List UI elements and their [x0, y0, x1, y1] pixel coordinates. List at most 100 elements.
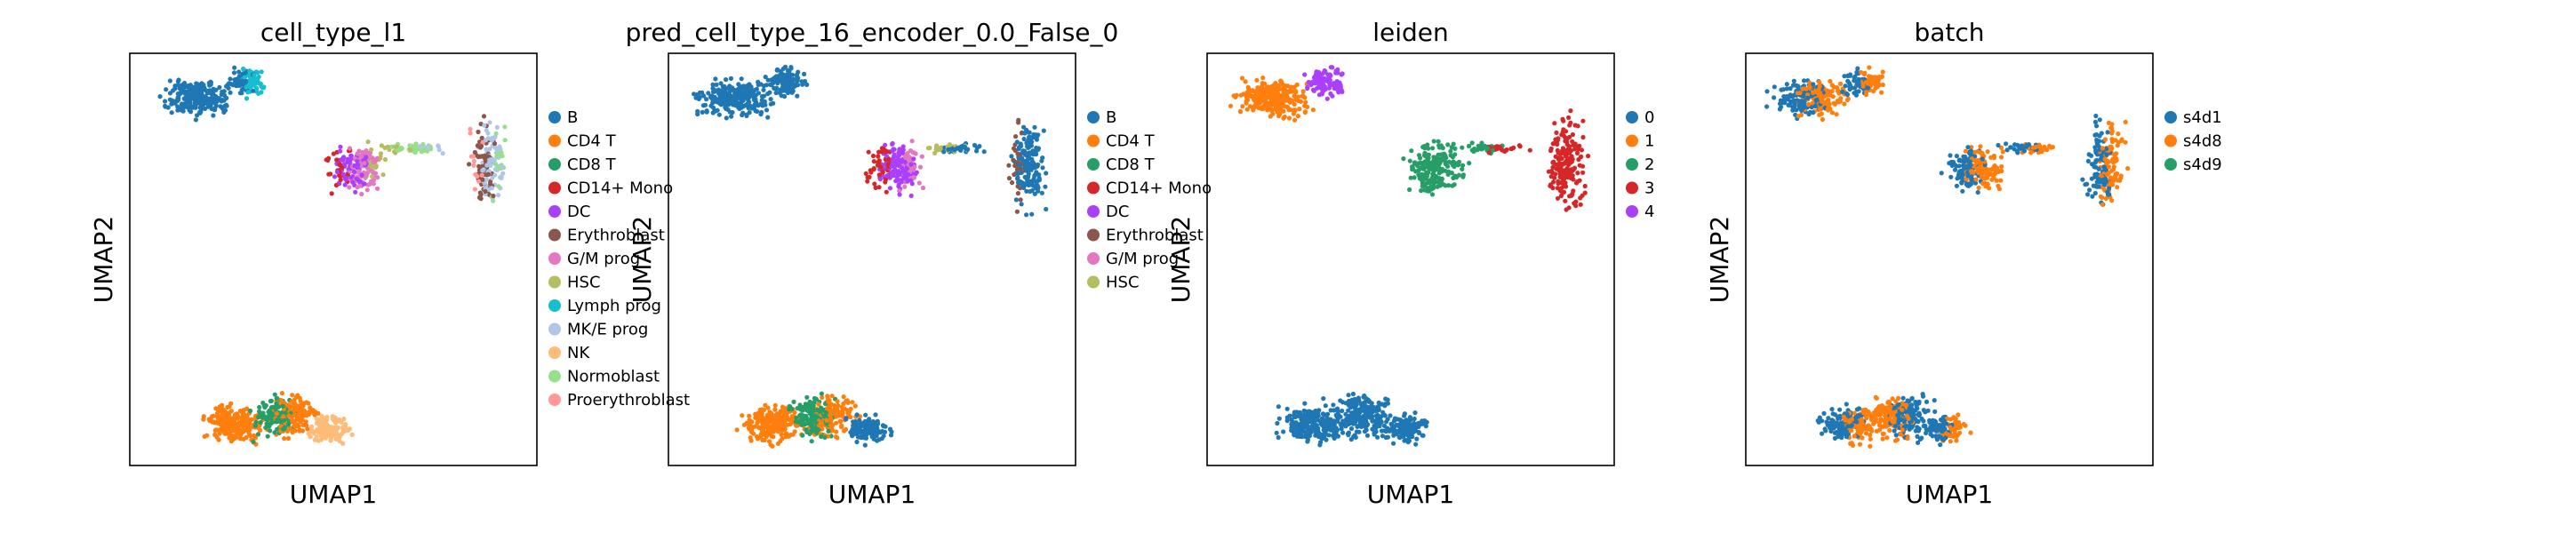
- scatter-point: [777, 90, 782, 95]
- scatter-point: [1284, 418, 1290, 424]
- scatter-point: [873, 427, 878, 433]
- scatter-point: [1418, 176, 1423, 181]
- scatter-point: [1786, 102, 1791, 107]
- scatter-point: [236, 69, 242, 75]
- scatter-point: [345, 427, 351, 434]
- scatter-point: [265, 434, 270, 439]
- scatter-point: [1975, 189, 1980, 195]
- scatter-point: [476, 163, 482, 169]
- chart-title: batch: [1914, 18, 1984, 47]
- scatter-point: [1361, 408, 1366, 413]
- scatter-point: [325, 157, 331, 163]
- scatter-point: [1469, 140, 1475, 146]
- scatter-point: [1300, 93, 1306, 99]
- scatter-point: [496, 184, 501, 189]
- scatter-point: [1410, 426, 1415, 432]
- scatter-point: [1565, 147, 1571, 152]
- scatter-point: [2004, 141, 2009, 147]
- scatter-point: [854, 412, 860, 418]
- scatter-point: [1356, 395, 1361, 401]
- scatter-point: [1572, 147, 1578, 152]
- scatter-point: [1239, 76, 1245, 81]
- scatter-point: [417, 144, 423, 149]
- scatter-point: [1301, 434, 1307, 439]
- scatter-point: [862, 424, 868, 429]
- scatter-point: [868, 431, 874, 436]
- scatter-point: [764, 83, 769, 88]
- scatter-point: [1404, 430, 1409, 436]
- scatter-point: [732, 96, 738, 101]
- scatter-point: [716, 91, 722, 96]
- scatter-point: [350, 179, 356, 185]
- scatter-point: [1878, 75, 1884, 80]
- scatter-point: [1401, 156, 1406, 162]
- scatter-point: [793, 423, 799, 428]
- scatter-point: [1880, 82, 1885, 88]
- scatter-point: [365, 139, 371, 145]
- scatter-point: [1782, 99, 1788, 105]
- scatter-point: [251, 88, 256, 93]
- scatter-point: [164, 87, 169, 92]
- scatter-point: [1040, 155, 1045, 161]
- scatter-point: [908, 162, 914, 167]
- scatter-point: [2000, 149, 2005, 155]
- scatter-point: [908, 148, 914, 154]
- legend-marker: [1087, 228, 1100, 242]
- scatter-point: [157, 94, 163, 99]
- scatter-point: [741, 422, 748, 427]
- scatter-point: [348, 160, 353, 165]
- legend-label: CD14+ Mono: [1106, 179, 1212, 198]
- scatter-point: [231, 70, 237, 76]
- scatter-point: [1034, 170, 1039, 175]
- scatter-point: [1302, 409, 1308, 414]
- scatter-point: [310, 410, 316, 416]
- scatter-point: [724, 77, 729, 83]
- scatter-point: [1563, 135, 1568, 140]
- scatter-point: [1879, 90, 1884, 95]
- scatter-point: [695, 111, 700, 117]
- scatter-point: [189, 91, 195, 96]
- scatter-point: [1292, 414, 1298, 419]
- scatter-point: [1847, 72, 1853, 77]
- scatter-point: [1385, 426, 1390, 431]
- scatter-point: [1572, 143, 1579, 148]
- scatter-point: [233, 428, 238, 434]
- scatter-point: [1254, 77, 1260, 83]
- scatter-point: [767, 90, 772, 95]
- scatter-point: [1316, 73, 1322, 78]
- scatter-point: [1399, 422, 1404, 427]
- scatter-point: [426, 145, 431, 151]
- scatter-point: [1274, 430, 1279, 435]
- scatter-point: [241, 410, 246, 415]
- scatter-point: [1980, 175, 1986, 180]
- scatter-point: [917, 164, 924, 170]
- scatter-point: [1354, 402, 1359, 408]
- scatter-point: [797, 402, 803, 408]
- scatter-point: [879, 146, 885, 151]
- scatter-point: [235, 78, 240, 84]
- scatter-point: [751, 431, 756, 436]
- scatter-point: [1564, 139, 1570, 145]
- scatter-point: [1868, 74, 1874, 79]
- scatter-point: [1790, 83, 1796, 88]
- legend-marker: [548, 299, 561, 312]
- scatter-point: [258, 420, 263, 426]
- scatter-point: [382, 157, 388, 163]
- scatter-point: [1252, 92, 1258, 98]
- scatter-point: [759, 101, 764, 107]
- scatter-point: [772, 402, 778, 408]
- scatter-point: [1385, 417, 1390, 422]
- scatter-point: [172, 84, 178, 89]
- scatter-point: [1024, 188, 1029, 194]
- scatter-point: [1276, 404, 1281, 410]
- scatter-point: [1260, 95, 1265, 100]
- scatter-point: [1967, 159, 1972, 164]
- scatter-point: [1835, 98, 1840, 104]
- scatter-point: [779, 68, 784, 74]
- scatter-point: [981, 149, 987, 155]
- scatter-point: [908, 193, 914, 198]
- scatter-point: [213, 93, 219, 99]
- scatter-point: [1277, 97, 1284, 102]
- scatter-point: [255, 70, 260, 76]
- scatter-point: [775, 76, 780, 81]
